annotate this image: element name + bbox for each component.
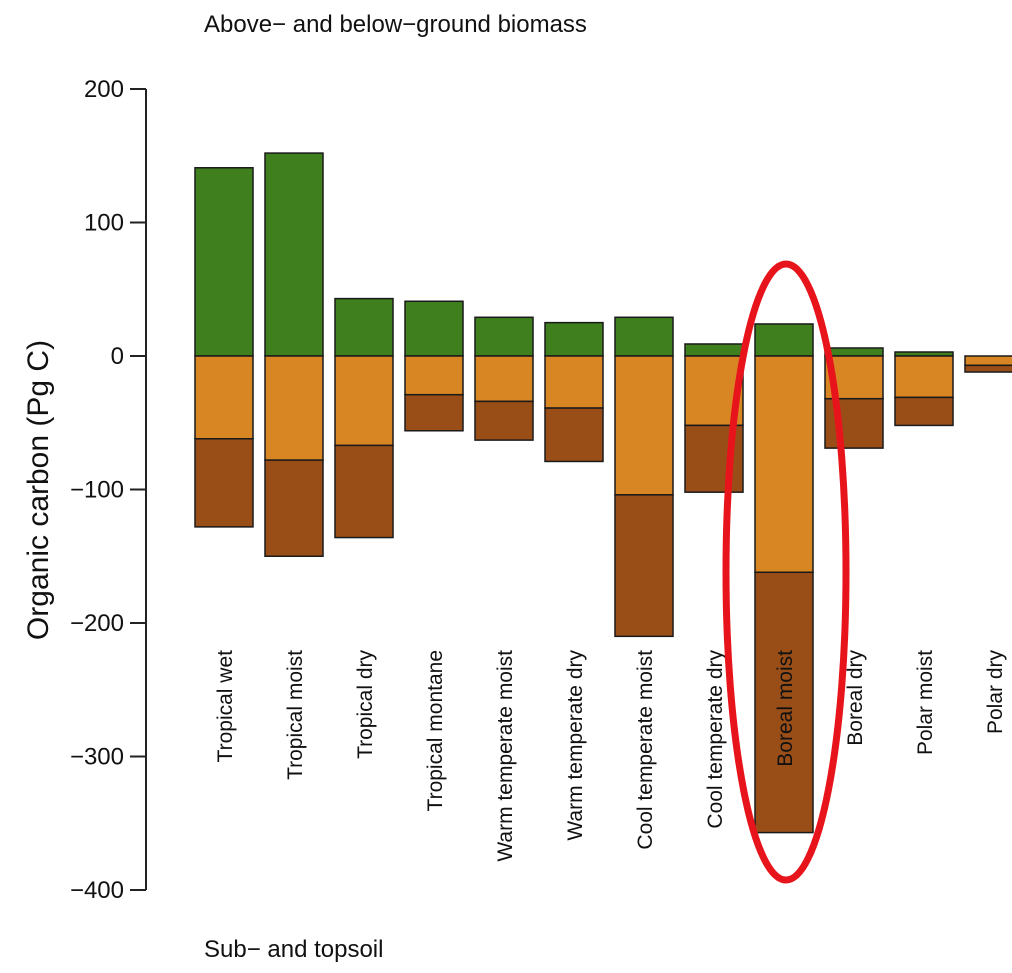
bar-topsoil-tropical-moist [264, 355, 324, 461]
y-tick-label: −200 [70, 610, 124, 637]
category-label-polar-moist: Polar moist [914, 650, 937, 755]
bar-biomass-cool-temperate-moist [614, 316, 674, 357]
y-tick-label: −400 [70, 877, 124, 904]
category-label-polar-dry: Polar dry [984, 650, 1007, 735]
bar-topsoil-warm-temperate-moist [474, 355, 534, 403]
category-labels: Tropical wet Tropical moist Tropical dry Tr… [214, 650, 1007, 862]
bar-topsoil-tropical-wet [194, 355, 254, 440]
bar-biomass-boreal-dry [824, 347, 884, 357]
bottom-caption: Sub− and topsoil [204, 936, 383, 963]
bar-biomass-warm-temperate-dry [544, 321, 604, 357]
bar-topsoil-polar-dry [964, 355, 1012, 367]
bar-topsoil-boreal-moist [754, 355, 814, 574]
bar-subsoil-tropical-moist [264, 459, 324, 558]
bar-subsoil-tropical-montane [404, 393, 464, 432]
y-axis-ticks: 200 100 0 −100 −200 −300 −400 [70, 76, 146, 904]
category-label-tropical-dry: Tropical dry [354, 650, 377, 759]
y-tick-label: 0 [111, 343, 124, 370]
bar-subsoil-polar-moist [894, 396, 954, 427]
bar-biomass-tropical-dry [334, 297, 394, 357]
bar-biomass-tropical-moist [264, 152, 324, 357]
category-label-cool-temperate-moist: Cool temperate moist [634, 650, 657, 850]
bar-subsoil-boreal-moist [754, 571, 814, 834]
y-axis-label: Organic carbon (Pg C) [22, 340, 55, 640]
category-label-warm-temperate-moist: Warm temperate moist [494, 650, 517, 862]
bar-biomass-boreal-moist [754, 323, 814, 357]
bar-topsoil-tropical-dry [334, 355, 394, 447]
category-label-tropical-moist: Tropical moist [284, 650, 307, 780]
bar-subsoil-warm-temperate-dry [544, 407, 604, 463]
category-label-tropical-montane: Tropical montane [424, 650, 447, 811]
bar-biomass-tropical-montane [404, 300, 464, 357]
category-label-boreal-dry: Boreal dry [844, 650, 867, 746]
y-tick-label: −300 [70, 744, 124, 771]
bar-topsoil-warm-temperate-dry [544, 355, 604, 409]
bar-subsoil-tropical-dry [334, 444, 394, 539]
highlight-ring [722, 260, 850, 884]
top-caption: Above− and below−ground biomass [204, 11, 587, 38]
bar-subsoil-polar-dry [964, 364, 1012, 373]
y-tick-label: 200 [84, 76, 124, 103]
bar-biomass-tropical-wet [194, 167, 254, 357]
bar-topsoil-cool-temperate-moist [614, 355, 674, 496]
category-label-cool-temperate-dry: Cool temperate dry [704, 650, 727, 829]
bar-topsoil-polar-moist [894, 355, 954, 399]
y-tick-label: −100 [70, 477, 124, 504]
y-tick-label: 100 [84, 210, 124, 237]
bar-topsoil-tropical-montane [404, 355, 464, 396]
bars [194, 152, 1012, 834]
bar-subsoil-tropical-wet [194, 438, 254, 528]
category-label-tropical-wet: Tropical wet [214, 650, 237, 763]
bar-biomass-cool-temperate-dry [684, 343, 744, 357]
category-label-warm-temperate-dry: Warm temperate dry [564, 650, 587, 841]
bar-subsoil-warm-temperate-moist [474, 400, 534, 441]
category-label-boreal-moist: Boreal moist [774, 650, 797, 767]
bar-biomass-warm-temperate-moist [474, 316, 534, 357]
bar-subsoil-cool-temperate-moist [614, 494, 674, 638]
